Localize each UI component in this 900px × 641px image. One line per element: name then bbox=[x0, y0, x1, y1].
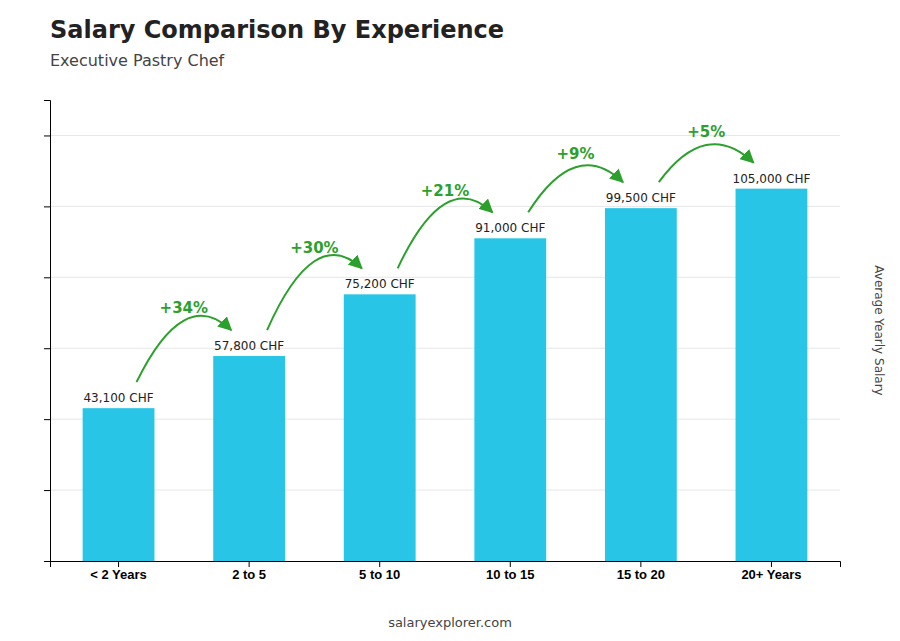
x-tick-mark bbox=[379, 561, 380, 567]
plot: < 2 Years 2 to 5 5 to 10 10 to 15 15 to 20 20… bbox=[44, 101, 841, 583]
grid bbox=[50, 135, 840, 490]
y-axis bbox=[44, 101, 51, 562]
y-tick-mark bbox=[44, 490, 50, 491]
x-tick-mark bbox=[640, 561, 641, 567]
annotation: +9% bbox=[557, 145, 595, 163]
x-tick: 2 to 5 bbox=[232, 561, 266, 582]
title: Salary Comparison By Experience bbox=[50, 16, 504, 44]
subtitle: Executive Pastry Chef bbox=[50, 51, 225, 70]
x-tick-mark bbox=[118, 561, 119, 567]
bar bbox=[83, 408, 155, 561]
bar bbox=[605, 208, 677, 561]
annotation: +5% bbox=[687, 123, 725, 141]
x-tick: 20+ Years bbox=[741, 561, 801, 582]
y-tick-mark bbox=[44, 135, 50, 136]
annotation: +34% bbox=[160, 299, 208, 317]
y-tick bbox=[44, 135, 50, 136]
y-tick-mark bbox=[44, 348, 50, 349]
grid-line bbox=[50, 419, 840, 420]
x-tick-label: 15 to 20 bbox=[617, 567, 665, 582]
y-tick-mark bbox=[44, 419, 50, 420]
data-label: 91,000 CHF bbox=[475, 221, 545, 235]
grid-line bbox=[50, 490, 840, 491]
footer: salaryexplorer.com bbox=[388, 615, 512, 630]
y-tick-mark bbox=[44, 277, 50, 278]
x-tick-label: 2 to 5 bbox=[232, 567, 266, 582]
change-arrow bbox=[267, 255, 362, 330]
y-axis-title: Average Yearly Salary bbox=[872, 265, 886, 395]
x-axis-line bbox=[51, 562, 841, 568]
x-axis: < 2 Years 2 to 5 5 to 10 10 to 15 15 to 20 20… bbox=[51, 561, 841, 582]
annotation: +21% bbox=[421, 182, 469, 200]
data-label: 75,200 CHF bbox=[345, 277, 415, 291]
x-tick: < 2 Years bbox=[90, 561, 147, 582]
x-tick: 10 to 15 bbox=[486, 561, 534, 582]
bar bbox=[344, 294, 416, 561]
change-arrow bbox=[528, 165, 623, 212]
grid-line bbox=[50, 206, 840, 207]
chart: < 2 Years 2 to 5 5 to 10 10 to 15 15 to 20 20… bbox=[0, 0, 900, 641]
bar bbox=[474, 238, 546, 561]
x-tick-label: 20+ Years bbox=[741, 567, 801, 582]
x-tick-label: 10 to 15 bbox=[486, 567, 534, 582]
y-tick-mark bbox=[44, 206, 50, 207]
grid-line bbox=[50, 348, 840, 349]
y-tick bbox=[44, 206, 50, 207]
y-axis-line bbox=[44, 101, 51, 562]
x-tick-mark bbox=[771, 561, 772, 567]
x-tick: 15 to 20 bbox=[617, 561, 665, 582]
y-tick bbox=[44, 348, 50, 349]
bar bbox=[213, 356, 285, 561]
change-arrow bbox=[137, 316, 232, 382]
data-label: 57,800 CHF bbox=[214, 339, 284, 353]
bars bbox=[83, 189, 808, 561]
data-label: 99,500 CHF bbox=[606, 191, 676, 205]
x-tick-label: 5 to 10 bbox=[359, 567, 400, 582]
grid-line bbox=[50, 277, 840, 278]
annotations: +34% +30% +21% +9% +5% bbox=[137, 123, 754, 382]
x-tick-mark bbox=[249, 561, 250, 567]
x-tick-mark bbox=[510, 561, 511, 567]
data-label: 43,100 CHF bbox=[83, 391, 153, 405]
change-arrow bbox=[659, 144, 754, 182]
x-tick: 5 to 10 bbox=[359, 561, 400, 582]
x-tick-label: < 2 Years bbox=[90, 567, 147, 582]
bar bbox=[736, 189, 808, 561]
change-arrow bbox=[398, 198, 493, 268]
data-label: 105,000 CHF bbox=[733, 172, 811, 186]
annotation: +30% bbox=[290, 239, 338, 257]
y-tick bbox=[44, 419, 50, 420]
y-tick bbox=[44, 277, 50, 278]
data-labels: 43,100 CHF 57,800 CHF 75,200 CHF 91,000 CHF… bbox=[83, 172, 810, 406]
y-tick bbox=[44, 490, 50, 491]
